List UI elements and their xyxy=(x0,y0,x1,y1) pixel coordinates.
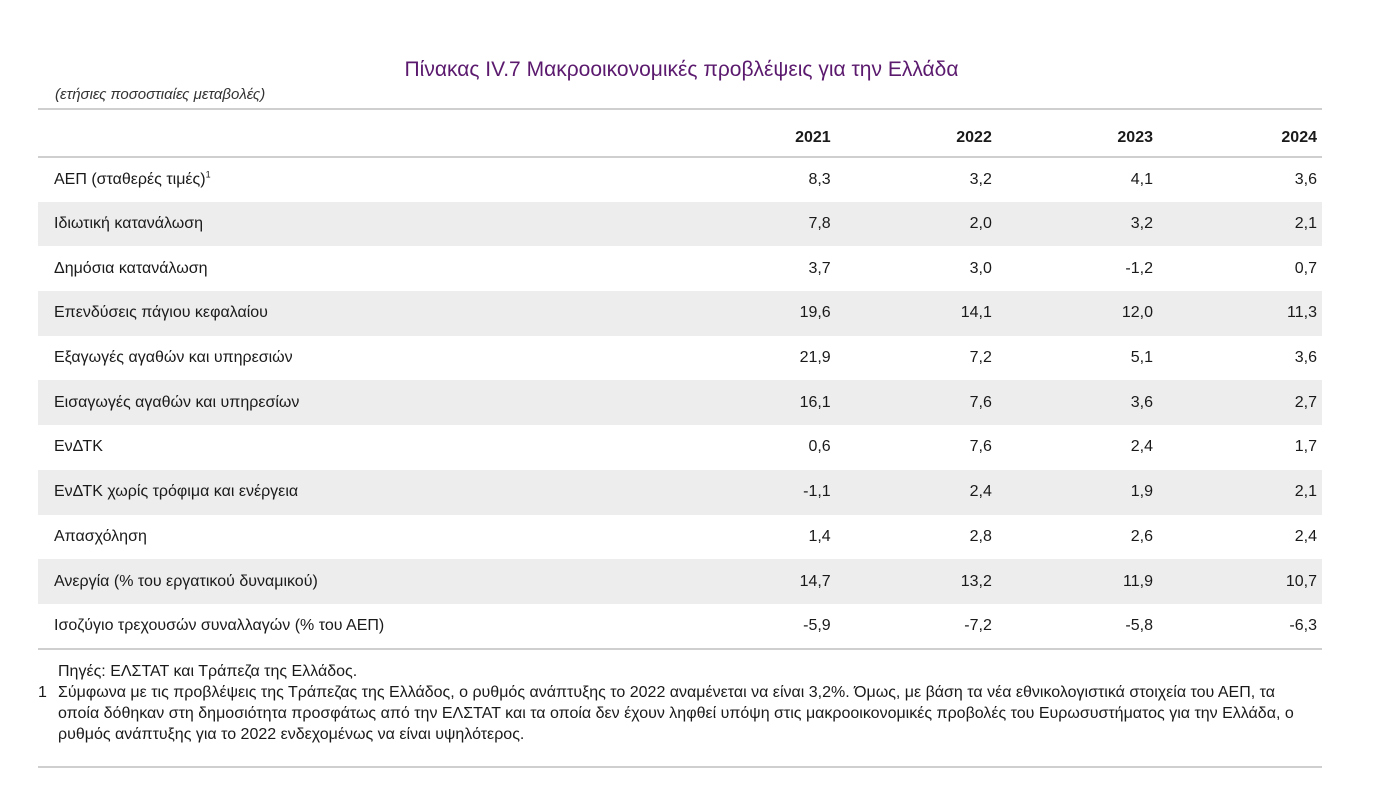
row-label-text: Ισοζύγιο τρεχουσών συναλλαγών (% του ΑΕΠ… xyxy=(54,616,385,634)
table-row: Ισοζύγιο τρεχουσών συναλλαγών (% του ΑΕΠ… xyxy=(38,604,1322,649)
value-cell-2022: 7,2 xyxy=(969,349,992,367)
value-cell-2021: 16,1 xyxy=(799,393,831,411)
table-row: Επενδύσεις πάγιου κεφαλαίου 19,6 14,1 12,0 1… xyxy=(38,291,1322,336)
table-row: ΕνΔΤΚ 0,6 7,6 2,4 1,7 xyxy=(38,425,1322,470)
value-cell-2023: 11,9 xyxy=(1123,572,1153,590)
row-label-text: ΕνΔΤΚ χωρίς τρόφιμα και ενέργεια xyxy=(54,483,299,501)
header-cell-2024: 2024 xyxy=(1281,129,1317,146)
forecast-table: 2021 2022 2023 2024 ΑΕΠ (σταθερές τιμές)… xyxy=(38,108,1322,650)
table-row: Εισαγωγές αγαθών και υπηρεσίων 16,1 7,6 3,6… xyxy=(38,380,1322,426)
header-cell-2021: 2021 xyxy=(795,129,831,146)
value-cell-2024: 11,3 xyxy=(1287,304,1317,322)
value-cell-2021: 21,9 xyxy=(799,349,831,367)
value-cell-2021: 3,7 xyxy=(808,259,831,277)
table-subtitle: (ετήσιες ποσοστιαίες μεταβολές) xyxy=(55,86,266,103)
header-cell-2023: 2023 xyxy=(1117,129,1153,146)
row-label: ΕνΔΤΚ xyxy=(38,425,678,470)
value-cell-2023: 12,0 xyxy=(1121,304,1153,322)
value-cell-2021: 7,8 xyxy=(808,215,831,233)
value-cell-2024: 3,6 xyxy=(1294,349,1317,367)
value-cell-2023: 5,1 xyxy=(1130,349,1153,367)
value-cell-2021: 19,6 xyxy=(799,304,831,322)
row-label: Εισαγωγές αγαθών και υπηρεσίων xyxy=(38,380,678,425)
value-cell-2021: 0,6 xyxy=(808,438,831,456)
value-cell-2024: -6,3 xyxy=(1289,616,1317,634)
row-label: Δημόσια κατανάλωση xyxy=(38,246,678,291)
value-cell-2024: 2,1 xyxy=(1294,215,1317,233)
value-cell-2024: 2,7 xyxy=(1294,393,1317,411)
table-row: ΑΕΠ (σταθερές τιμές)1 8,3 3,2 4,1 3,6 xyxy=(38,157,1322,202)
value-cell-2022: -7,2 xyxy=(964,616,992,634)
value-cell-2022: 2,0 xyxy=(969,215,992,233)
table-notes: Πηγές: ΕΛΣΤΑΤ και Τράπεζα της Ελλάδος. 1… xyxy=(38,661,1322,745)
value-cell-2022: 7,6 xyxy=(969,393,992,411)
table-title: Πίνακας IV.7 Μακροοικονομικές προβλέψεις… xyxy=(404,58,959,82)
row-label-text: Απασχόληση xyxy=(54,527,147,545)
value-cell-2024: 10,7 xyxy=(1285,572,1317,590)
row-label: Επενδύσεις πάγιου κεφαλαίου xyxy=(38,291,678,336)
table-row: Εξαγωγές αγαθών και υπηρεσιών 21,9 7,2 5,1 3… xyxy=(38,336,1322,381)
value-cell-2021: 8,3 xyxy=(808,170,831,188)
value-cell-2022: 2,4 xyxy=(969,483,992,501)
value-cell-2022: 14,1 xyxy=(960,304,992,322)
row-label-text: Εξαγωγές αγαθών και υπηρεσιών xyxy=(54,349,293,367)
value-cell-2023: 3,2 xyxy=(1130,215,1153,233)
row-label: ΕνΔΤΚ χωρίς τρόφιμα και ενέργεια xyxy=(38,470,678,515)
value-cell-2022: 2,8 xyxy=(969,527,992,545)
value-cell-2023: -1,2 xyxy=(1125,259,1153,277)
header-cell-label xyxy=(38,109,678,157)
footnote-reference: 1 xyxy=(205,169,211,180)
value-cell-2021: 14,7 xyxy=(799,572,831,590)
value-cell-2023: 2,6 xyxy=(1130,527,1153,545)
value-cell-2024: 0,7 xyxy=(1294,259,1317,277)
header-cell-2022: 2022 xyxy=(956,129,992,146)
footnote-marker: 1 xyxy=(38,684,47,701)
row-label: Απασχόληση xyxy=(38,515,678,560)
bottom-divider xyxy=(38,766,1322,768)
value-cell-2022: 3,2 xyxy=(969,170,992,188)
table-row: Ανεργία (% του εργατικού δυναμικού) 14,7 1… xyxy=(38,559,1322,604)
table-row: Απασχόληση 1,4 2,8 2,6 2,4 xyxy=(38,515,1322,560)
footnote-text: Σύμφωνα με τις προβλέψεις της Τράπεζας τ… xyxy=(58,684,1294,743)
value-cell-2023: 3,6 xyxy=(1130,393,1153,411)
row-label-text: Ανεργία (% του εργατικού δυναμικού) xyxy=(54,572,318,590)
row-label: Ιδιωτική κατανάλωση xyxy=(38,202,678,247)
table-body: ΑΕΠ (σταθερές τιμές)1 8,3 3,2 4,1 3,6 Ιδιωτικ… xyxy=(38,157,1322,649)
footnote: 1 Σύμφωνα με τις προβλέψεις της Τράπεζας… xyxy=(38,682,1322,745)
row-label: Ανεργία (% του εργατικού δυναμικού) xyxy=(38,559,678,604)
value-cell-2022: 7,6 xyxy=(969,438,992,456)
value-cell-2024: 1,7 xyxy=(1294,438,1317,456)
table-row: Δημόσια κατανάλωση 3,7 3,0 -1,2 0,7 xyxy=(38,246,1322,291)
row-label-text: Ιδιωτική κατανάλωση xyxy=(54,215,204,233)
value-cell-2021: -5,9 xyxy=(803,616,831,634)
value-cell-2023: 1,9 xyxy=(1130,483,1153,501)
table-row: Ιδιωτική κατανάλωση 7,8 2,0 3,2 2,1 xyxy=(38,201,1322,247)
table-header-row: 2021 2022 2023 2024 xyxy=(38,109,1322,157)
row-label: Ισοζύγιο τρεχουσών συναλλαγών (% του ΑΕΠ… xyxy=(38,604,678,649)
value-cell-2023: 4,1 xyxy=(1130,170,1153,188)
value-cell-2021: -1,1 xyxy=(803,483,831,501)
value-cell-2024: 2,4 xyxy=(1294,527,1317,545)
row-label: ΑΕΠ (σταθερές τιμές)1 xyxy=(38,157,678,202)
row-label-text: Επενδύσεις πάγιου κεφαλαίου xyxy=(54,304,268,322)
row-label-text: ΕνΔΤΚ xyxy=(54,438,103,456)
value-cell-2022: 13,2 xyxy=(960,572,992,590)
value-cell-2023: -5,8 xyxy=(1125,616,1153,634)
table-row: ΕνΔΤΚ χωρίς τρόφιμα και ενέργεια -1,1 2,4 1… xyxy=(38,469,1322,515)
row-label: Εξαγωγές αγαθών και υπηρεσιών xyxy=(38,336,678,381)
value-cell-2023: 2,4 xyxy=(1130,438,1153,456)
value-cell-2022: 3,0 xyxy=(969,259,992,277)
row-label-text: Δημόσια κατανάλωση xyxy=(54,259,208,277)
forecast-table-container: 2021 2022 2023 2024 ΑΕΠ (σταθερές τιμές)… xyxy=(38,108,1322,650)
value-cell-2021: 1,4 xyxy=(808,527,831,545)
row-label-text: Εισαγωγές αγαθών και υπηρεσίων xyxy=(54,393,300,411)
source-note: Πηγές: ΕΛΣΤΑΤ και Τράπεζα της Ελλάδος. xyxy=(58,663,358,680)
value-cell-2024: 3,6 xyxy=(1294,170,1317,188)
value-cell-2024: 2,1 xyxy=(1294,483,1317,501)
row-label-text: ΑΕΠ (σταθερές τιμές) xyxy=(54,170,206,188)
